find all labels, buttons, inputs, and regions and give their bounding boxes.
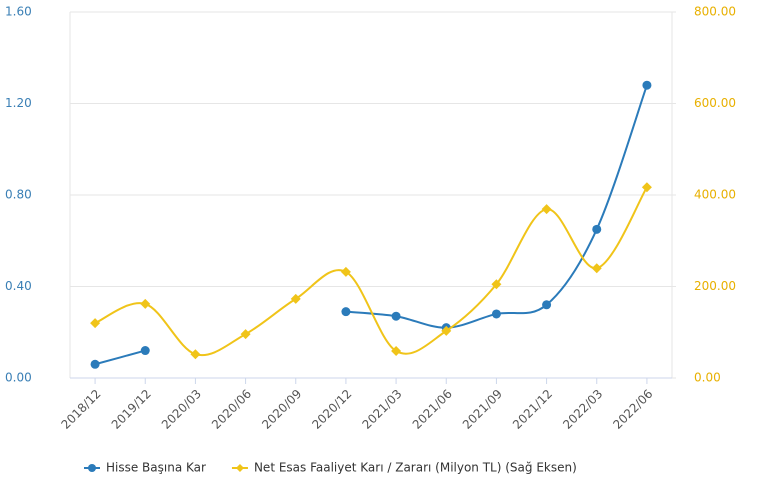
- y-tick-label: 0.80: [5, 188, 32, 202]
- point-marker: [240, 329, 251, 340]
- point-marker: [541, 204, 552, 215]
- point-marker: [542, 300, 552, 310]
- y2-tick-label: 0.00: [694, 371, 721, 385]
- y-tick-label: 1.20: [5, 96, 32, 110]
- point-marker: [290, 293, 301, 304]
- point-marker: [90, 318, 101, 329]
- y-tick-label: 1.60: [5, 5, 32, 19]
- point-marker: [190, 349, 201, 360]
- point-marker: [391, 346, 402, 357]
- point-marker: [391, 311, 401, 321]
- point-marker: [140, 346, 150, 356]
- y2-tick-label: 400.00: [694, 188, 736, 202]
- legend-label: Net Esas Faaliyet Karı / Zararı (Milyon …: [254, 461, 577, 475]
- point-marker: [592, 224, 602, 234]
- y-tick-label: 0.00: [5, 371, 32, 385]
- point-marker: [491, 309, 501, 319]
- point-marker: [340, 266, 351, 277]
- y2-tick-label: 200.00: [694, 279, 736, 293]
- point-marker: [90, 359, 100, 369]
- point-marker: [641, 182, 652, 193]
- point-marker: [140, 298, 151, 309]
- point-marker: [441, 325, 452, 336]
- y2-tick-label: 600.00: [694, 96, 736, 110]
- point-marker: [591, 263, 602, 274]
- y2-tick-label: 800.00: [694, 5, 736, 19]
- legend-marker: [235, 464, 244, 472]
- point-marker: [341, 307, 351, 317]
- point-marker: [642, 80, 652, 90]
- legend-marker: [88, 464, 96, 472]
- y-tick-label: 0.40: [5, 279, 32, 293]
- legend-label: Hisse Başına Kar: [106, 461, 206, 475]
- point-marker: [491, 279, 502, 290]
